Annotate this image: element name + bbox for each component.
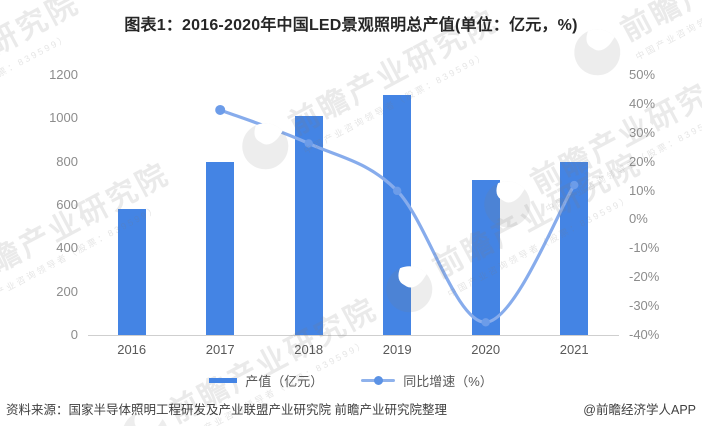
chart-title: 图表1：2016-2020年中国LED景观照明总产值(单位：亿元，%) — [124, 17, 578, 34]
bar-2016 — [117, 209, 146, 335]
left-axis-tick: 200 — [56, 283, 78, 299]
bar-2021 — [560, 161, 589, 335]
x-axis-line — [88, 335, 619, 336]
line-point — [215, 104, 226, 115]
line-point — [570, 180, 579, 190]
x-axis-label-2020: 2020 — [471, 342, 501, 357]
x-axis-label-2016: 2016 — [117, 342, 147, 357]
line-point — [304, 139, 313, 148]
right-axis-tick: -10% — [629, 240, 660, 256]
left-axis-tick: 1200 — [49, 67, 78, 82]
line-series-label: 同比增速（%） — [403, 374, 493, 389]
bar-series-swatch — [209, 378, 238, 383]
x-axis-label-2021: 2021 — [559, 342, 589, 357]
right-axis-tick: 40% — [629, 95, 656, 111]
line-point — [393, 186, 402, 196]
line-point — [481, 318, 490, 327]
bar-2020 — [471, 180, 500, 335]
legend-item-line: 同比增速（%） — [361, 371, 493, 390]
right-axis-tick: 30% — [629, 124, 656, 140]
credit-note: @前瞻经济学人APP — [583, 403, 696, 417]
legend: 产值（亿元） 同比增速（%） — [0, 371, 702, 390]
right-axis-tick: -30% — [629, 298, 660, 314]
left-axis-tick: 400 — [56, 240, 78, 256]
source-note: 资料来源：国家半导体照明工程研发及产业联盟产业研究院 前瞻产业研究院整理 — [6, 403, 447, 417]
right-axis-tick: 0% — [629, 211, 648, 227]
left-axis-tick: 1000 — [49, 110, 78, 126]
line-series-swatch — [361, 376, 396, 385]
x-axis-label-2018: 2018 — [294, 342, 324, 357]
x-axis-label-2017: 2017 — [205, 342, 235, 357]
right-axis-tick: 10% — [629, 182, 656, 198]
right-axis-tick: -20% — [629, 269, 660, 285]
bar-2019 — [383, 94, 412, 335]
legend-item-bar: 产值（亿元） — [209, 371, 323, 390]
right-axis-tick: -40% — [629, 327, 660, 342]
bar-2018 — [294, 116, 323, 335]
right-axis-tick: 50% — [629, 67, 656, 82]
x-axis-label-2019: 2019 — [382, 342, 412, 357]
bar-2017 — [206, 161, 235, 335]
footer: 资料来源：国家半导体照明工程研发及产业联盟产业研究院 前瞻产业研究院整理 @前瞻… — [6, 399, 696, 418]
left-axis-tick: 600 — [56, 197, 78, 212]
bar-series-label: 产值（亿元） — [245, 374, 324, 389]
right-axis-tick: 20% — [629, 153, 656, 169]
left-axis-tick: 800 — [56, 153, 78, 169]
left-axis-tick: 0 — [70, 327, 78, 342]
